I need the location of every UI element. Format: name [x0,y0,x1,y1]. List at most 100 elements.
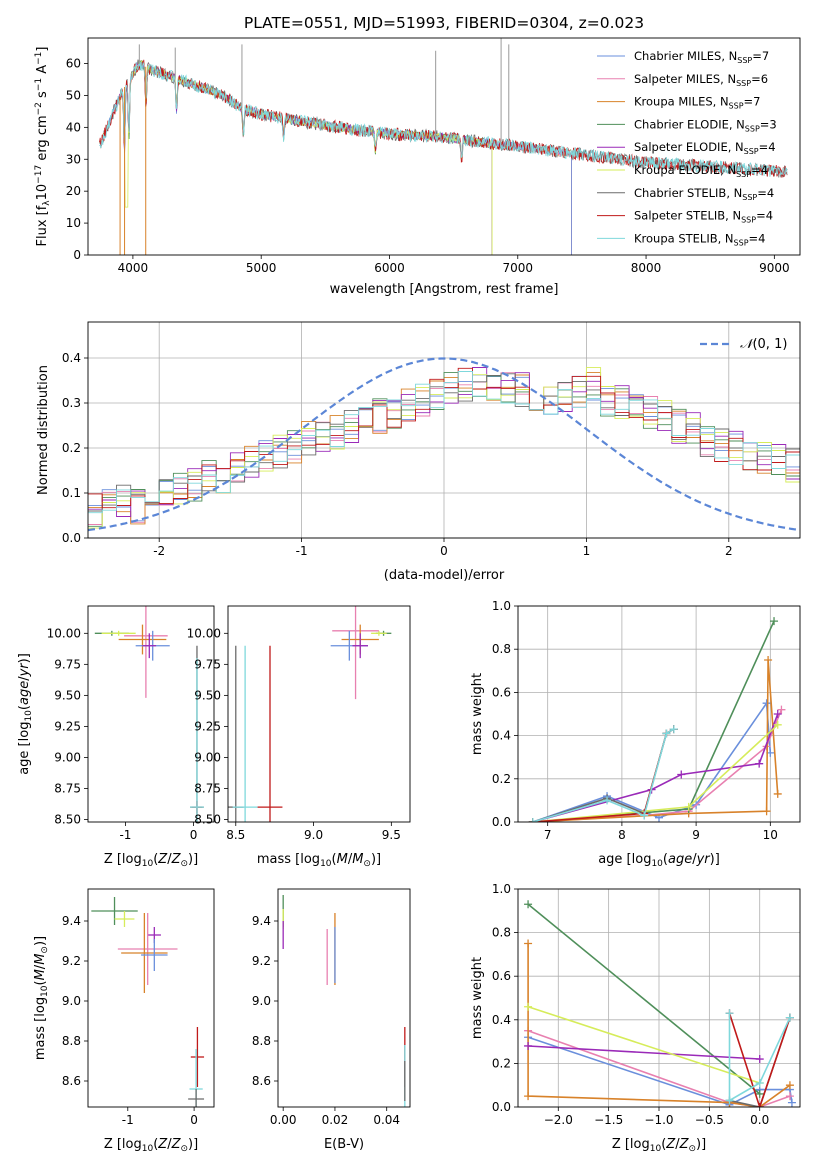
legend-label-subscript: SSP [736,79,751,88]
y-tick-label: 50 [66,88,81,102]
plot-area-spectrum [99,38,788,255]
x-axis-label-mass_vs_EBV: E(B-V) [324,1137,364,1152]
legend-label: Salpeter ELODIE, NSSP=4 [634,140,776,156]
mass-weight-marker [764,656,773,664]
legend-label-subscript: SSP [741,216,756,225]
y-axis-label-mass_vs_Z: mass [log10(M/M⊙)] [33,936,50,1060]
mass-weight-marker [524,1002,533,1011]
x-tick-label: 7000 [502,261,533,275]
y-tick-label: 8.6 [62,1074,81,1088]
axes-frame-mass_vs_Z [87,888,215,1108]
x-tick-label: 7 [544,828,552,842]
axes-frame-residuals [87,321,801,539]
legend-label: Chabrier STELIB, NSSP=4 [634,186,774,202]
residual-histogram [88,371,800,514]
x-tick-label: 9.5 [382,828,401,842]
y-axis-label-mass_weight_vs_Z: mass weight [470,957,485,1039]
mass-weight-marker [640,811,649,820]
mass-weight-marker [725,1009,734,1018]
legend-label-subscript: SSP [745,124,760,133]
y-tick-label: 9.2 [62,954,81,968]
axes-frame-age_vs_Z [87,605,215,823]
y-tick-label: 1.0 [492,599,511,613]
x-tick-label: -1 [122,1113,134,1127]
y-tick-label: 8.8 [62,1034,81,1048]
x-tick-label: 10 [763,828,778,842]
legend-label: Kroupa STELIB, NSSP=4 [634,231,765,247]
y-tick-label: 0.2 [62,441,81,455]
y-axis-label-spectrum: Flux [fλ10−17 erg cm−2 s−1 A−1] [34,47,52,247]
legend-label: Kroupa MILES, NSSP=7 [634,95,760,111]
y-tick-label: 20 [66,184,81,198]
mass-weight-marker [603,796,612,805]
x-tick-label: 9.0 [304,828,323,842]
mass-weight-line [728,1013,791,1107]
y-tick-label: 1.0 [492,882,511,896]
legend-label: Salpeter STELIB, NSSP=4 [634,209,773,225]
y-tick-label: 9.50 [194,688,221,702]
legend-label-tail: =4 [756,209,773,223]
legend-label-main: Salpeter MILES, N [634,72,736,86]
y-tick-label: 9.50 [54,688,81,702]
mass-weight-marker [785,1081,794,1090]
x-tick-label: 8 [618,828,626,842]
x-tick-label: 0.02 [322,1113,349,1127]
mass-weight-line [527,903,761,1095]
y-tick-label: 10 [66,216,81,230]
legend-label-tail: =4 [759,140,776,154]
mass-weight-marker [524,1041,533,1050]
legend-label-main: Kroupa STELIB, N [634,231,734,245]
y-tick-label: 8.50 [194,813,221,827]
legend-label-tail: =7 [752,49,769,63]
legend-label-main: Salpeter STELIB, N [634,209,741,223]
y-tick-label: 8.8 [252,1034,271,1048]
mass-weight-marker [755,1089,764,1098]
mass-weight-marker [773,789,782,798]
x-tick-label: 0 [190,828,198,842]
axes-age_vs_Z: -1 0 8.50 8.75 9.00 9.25 9.50 9.75 10.00 [47,626,198,842]
legend-label-main: Kroupa ELODIE, N [634,163,736,177]
plot-area-mass_vs_EBV [282,895,406,1107]
mass-weight-marker [762,807,771,816]
legend-label: Salpeter MILES, NSSP=6 [634,72,768,88]
plot-area-age_vs_Z [94,606,204,822]
axes-mass_vs_EBV: 0.00 0.02 0.04 8.6 8.8 9.0 9.2 9.4 [252,914,400,1127]
mass-weight-marker [773,720,782,729]
mass-weight-marker [787,1098,796,1107]
x-tick-label: 9000 [759,261,790,275]
mass-weight-marker [755,759,764,768]
mass-weight-marker [762,699,771,708]
mass-weight-line [528,1045,760,1060]
mass-weight-marker [528,818,537,822]
mass-weight-marker [785,1013,794,1022]
x-tick-label: 0.04 [373,1113,400,1127]
y-axis-label-residuals: Normed distribution [36,365,51,495]
legend-label-subscript: SSP [737,56,752,65]
y-tick-label: 0.2 [492,772,511,786]
axes-frame-mass_weight_vs_age [517,605,801,823]
figure-title: PLATE=0551, MJD=51993, FIBERID=0304, z=0… [244,14,644,32]
x-tick-label: −1.0 [644,1113,673,1127]
legend-label-main: Chabrier STELIB, N [634,186,742,200]
axes-frame-mass_weight_vs_Z [517,888,801,1108]
y-tick-label: 8.75 [54,781,81,795]
x-axis-label-mass_weight_vs_Z: Z [log10(Z/Z⊙)] [612,1137,706,1154]
axes-spectrum: 4000 5000 6000 7000 8000 9000 0 10 20 30 40 50 60 [66,57,790,275]
legend-label-tail: =6 [751,72,768,86]
x-axis-label-residuals: (data-model)/error [384,568,505,583]
y-tick-label: 60 [66,57,81,71]
legend-label-tail: =7 [744,95,761,109]
x-axis-label-mass_vs_Z: Z [log10(Z/Z⊙)] [104,1137,198,1154]
mass-weight-marker [684,802,693,811]
mass-weight-marker [524,939,533,948]
mass-weight-marker [770,617,779,626]
legend-label-main: Salpeter ELODIE, N [634,140,744,154]
mass-weight-marker [773,710,782,718]
legend-label: Chabrier MILES, NSSP=7 [634,49,769,65]
y-tick-label: 40 [66,120,81,134]
plot-area-age_vs_mass [228,606,392,822]
mass-weight-marker [755,1055,764,1064]
y-tick-label: 9.75 [54,657,81,671]
y-tick-label: 9.4 [62,914,81,928]
